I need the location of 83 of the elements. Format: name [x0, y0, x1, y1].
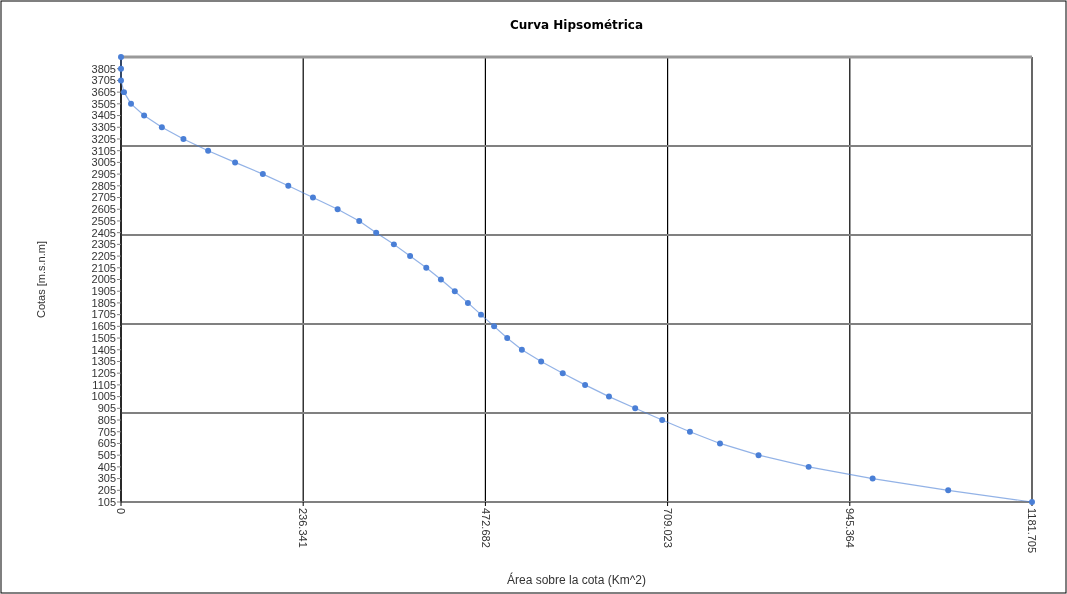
y-tick-label: 3605 — [91, 85, 116, 98]
y-tick-label: 2905 — [91, 167, 116, 180]
point — [659, 417, 666, 424]
y-tick-label: 2605 — [91, 203, 116, 216]
y-tick-label: 405 — [97, 460, 116, 473]
point — [356, 217, 363, 224]
point — [334, 206, 341, 213]
x-tick-label: 472.682 — [479, 508, 492, 548]
point — [232, 159, 239, 166]
point — [518, 346, 525, 353]
point — [945, 487, 952, 494]
y-axis-title: Cotas [m.s.n.m] — [35, 240, 47, 319]
y-tick-label: 2205 — [91, 249, 116, 262]
point — [373, 229, 380, 236]
x-tick-label: 236.341 — [297, 508, 310, 548]
point — [205, 147, 212, 154]
point — [559, 370, 566, 377]
point — [504, 335, 511, 342]
chart-title: Curva Hipsométrica — [509, 18, 644, 32]
y-tick-label: 205 — [97, 484, 116, 497]
x-tick-label: 1181.705 — [1026, 508, 1039, 554]
y-tick-label: 1605 — [91, 320, 116, 333]
x-tick-label: 945.364 — [843, 508, 856, 548]
y-tick-label: 905 — [97, 402, 116, 415]
point — [805, 463, 812, 470]
point — [390, 241, 397, 248]
point — [180, 135, 187, 142]
point — [478, 311, 484, 318]
y-tick-label: 3505 — [91, 97, 116, 110]
y-tick-label: 2705 — [91, 191, 116, 204]
point — [755, 452, 762, 459]
y-tick-label: 2105 — [91, 261, 116, 274]
x-tick-label: 709.023 — [661, 508, 674, 548]
point — [141, 112, 148, 119]
y-tick-label: 1105 — [92, 378, 116, 391]
point — [686, 428, 693, 435]
point — [309, 194, 316, 201]
y-tick-label: 1205 — [91, 367, 116, 380]
point — [632, 405, 639, 412]
y-tick-label: 3705 — [91, 74, 116, 87]
point — [118, 54, 124, 60]
y-tick-label: 3405 — [91, 109, 116, 122]
point — [582, 381, 589, 388]
y-tick-label: 3305 — [91, 121, 116, 134]
point — [423, 264, 430, 271]
y-tick-label: 605 — [97, 437, 116, 450]
point — [464, 299, 471, 306]
point — [259, 171, 266, 178]
point — [121, 89, 127, 96]
y-tick-label: 1905 — [91, 285, 116, 298]
point — [606, 393, 612, 400]
y-tick-label: 305 — [97, 472, 116, 485]
y-tick-label: 3105 — [91, 144, 116, 157]
point — [158, 124, 165, 131]
x-tick-label: 0 — [115, 508, 128, 515]
point — [869, 475, 876, 482]
y-tick-label: 1005 — [91, 390, 116, 403]
point — [407, 253, 414, 260]
point — [285, 182, 292, 189]
point — [491, 323, 498, 330]
y-tick-label: 3005 — [91, 156, 116, 169]
y-tick-label: 1305 — [91, 355, 116, 368]
y-tick-label: 805 — [97, 413, 116, 426]
x-axis-title: Área sobre la cota (Km^2) — [506, 572, 647, 587]
y-tick-label: 2805 — [91, 179, 116, 192]
point — [437, 276, 444, 283]
y-tick-label: 1705 — [91, 308, 116, 321]
y-tick-label: 705 — [97, 425, 116, 438]
point — [451, 288, 458, 295]
point — [128, 100, 135, 107]
y-tick-label: 105 — [97, 495, 116, 508]
y-tick-label: 2505 — [91, 214, 116, 227]
y-tick-label: 2005 — [91, 273, 116, 286]
y-tick-label: 505 — [97, 449, 116, 462]
y-tick-label: 1805 — [91, 296, 116, 309]
y-tick-label: 3205 — [91, 132, 116, 145]
point — [538, 358, 545, 365]
y-tick-label: 2405 — [91, 226, 116, 239]
y-tick-label: 3805 — [91, 62, 116, 75]
y-tick-label: 1405 — [91, 343, 116, 356]
y-tick-label: 1505 — [91, 331, 116, 344]
y-tick-label: 2305 — [91, 238, 116, 251]
point — [717, 440, 723, 447]
